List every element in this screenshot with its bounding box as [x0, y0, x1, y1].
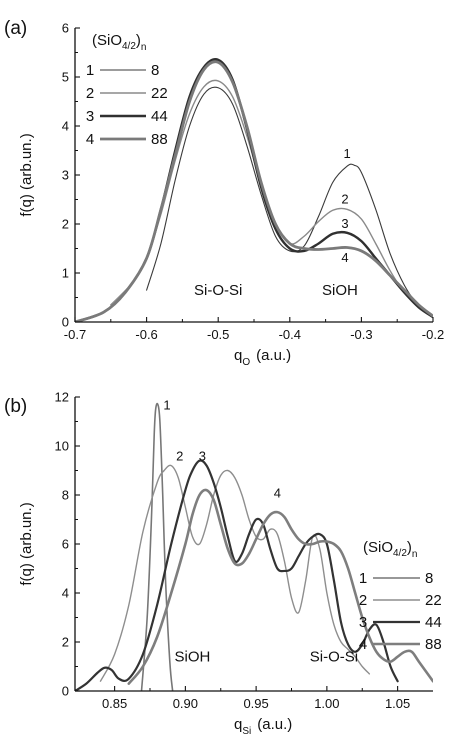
legend-entry-value: 88 [151, 131, 168, 148]
annotation: Si-O-Si [310, 649, 358, 666]
y-tick-label: 0 [62, 315, 69, 330]
y-tick-label: 4 [62, 586, 69, 601]
series-line-3 [75, 459, 399, 691]
curve-label: 3 [199, 449, 206, 464]
legend: (SiO4/2)n1 82 223 444 88 [359, 539, 442, 653]
y-axis-label: f(q) (arb.un.) [18, 133, 35, 216]
x-tick-label: 0.95 [243, 696, 268, 711]
legend-entry-value: 22 [425, 592, 442, 609]
legend-entry-number: 3 [86, 108, 94, 125]
y-tick-label: 6 [62, 21, 69, 36]
x-tick-label: -0.5 [207, 327, 229, 342]
x-axis-label: qO (a.u.) [234, 347, 291, 368]
x-tick-label: 1.05 [385, 696, 410, 711]
series-line-1 [140, 402, 174, 691]
chart-panel-a: -0.7 -0.6 -0.5 -0.4 -0.3 -0.2 0 1 2 3 4 5 6 f(q) (arb… [4, 18, 444, 368]
x-axis-label-sub: O [242, 357, 250, 368]
y-tick-label: 8 [62, 488, 69, 503]
x-axis-label-unit: (a.u.) [256, 347, 291, 364]
y-tick-label: 6 [62, 537, 69, 552]
x-axis-label-sub: Si [242, 726, 251, 737]
y-tick-label: 1 [62, 266, 69, 281]
legend-entry-value: 88 [425, 636, 442, 653]
curve-label: 4 [274, 485, 281, 500]
y-tick-label: 2 [62, 217, 69, 232]
curve-label: 2 [341, 191, 348, 206]
panel-label: (a) [4, 18, 27, 39]
annotation: Si-O-Si [194, 282, 242, 299]
legend-entry-number: 3 [359, 614, 367, 631]
x-axis-label: qSi (a.u.) [234, 716, 292, 737]
curve-label: 1 [343, 146, 350, 161]
series-line-4 [75, 60, 433, 322]
series-line-2 [99, 464, 371, 682]
legend-entry-value: 44 [425, 614, 442, 631]
legend-title-sub: 4/2 [122, 41, 136, 52]
series-group [75, 58, 433, 322]
series-line-4 [127, 488, 433, 685]
legend-entry-number: 4 [86, 131, 94, 148]
series-line-3 [75, 58, 433, 322]
x-axis-label-main: q [234, 716, 242, 733]
y-tick-label: 3 [62, 168, 69, 183]
y-tick-label: 0 [62, 684, 69, 699]
x-tick-label: -0.2 [422, 327, 444, 342]
y-tick-label: 2 [62, 635, 69, 650]
curve-label: 2 [176, 449, 183, 464]
legend-title-close: ) [136, 32, 141, 49]
x-tick-label: -0.7 [64, 327, 86, 342]
legend-entry-value: 44 [151, 108, 168, 125]
legend-title-n: n [141, 42, 147, 53]
y-tick-label: 5 [62, 70, 69, 85]
series-group [75, 402, 433, 691]
x-tick-label: -0.3 [350, 327, 372, 342]
x-axis-label-unit: (a.u.) [257, 716, 292, 733]
legend-title-sub: 4/2 [393, 548, 407, 559]
legend-entry-number: 1 [86, 62, 94, 79]
legend-entry-value: 22 [151, 85, 168, 102]
legend-title-n: n [412, 549, 418, 560]
x-tick-label: 0.90 [173, 696, 198, 711]
legend-entry-value: 8 [425, 570, 433, 587]
legend-title: (SiO4/2)n [363, 539, 417, 560]
series-line-1 [146, 86, 420, 308]
curve-label: 1 [163, 397, 170, 412]
panel-label: (b) [4, 396, 27, 417]
legend-entry-number: 2 [86, 85, 94, 102]
x-tick-label: -0.6 [135, 327, 157, 342]
legend-entry-number: 1 [359, 570, 367, 587]
annotation: SiOH [322, 282, 358, 299]
x-tick-label: -0.4 [279, 327, 301, 342]
legend-title-main: (SiO [92, 32, 122, 49]
legend-entry-number: 2 [359, 592, 367, 609]
y-tick-label: 12 [55, 390, 69, 405]
annotation: SiOH [175, 649, 211, 666]
legend-entry-value: 8 [151, 62, 159, 79]
legend-title-close: ) [407, 539, 412, 556]
curve-label: 4 [341, 250, 348, 265]
x-tick-label: 1.00 [314, 696, 339, 711]
legend: (SiO4/2)n1 82 223 444 88 [86, 32, 168, 148]
legend-title-main: (SiO [363, 539, 393, 556]
curve-label: 3 [341, 216, 348, 231]
legend-entry-number: 4 [359, 636, 367, 653]
y-tick-label: 10 [55, 439, 69, 454]
y-axis-label: f(q) (arb.un.) [18, 502, 35, 585]
y-tick-label: 4 [62, 119, 69, 134]
legend-title: (SiO4/2)n [92, 32, 146, 53]
x-axis-label-main: q [234, 347, 242, 364]
x-tick-label: 0.85 [102, 696, 127, 711]
